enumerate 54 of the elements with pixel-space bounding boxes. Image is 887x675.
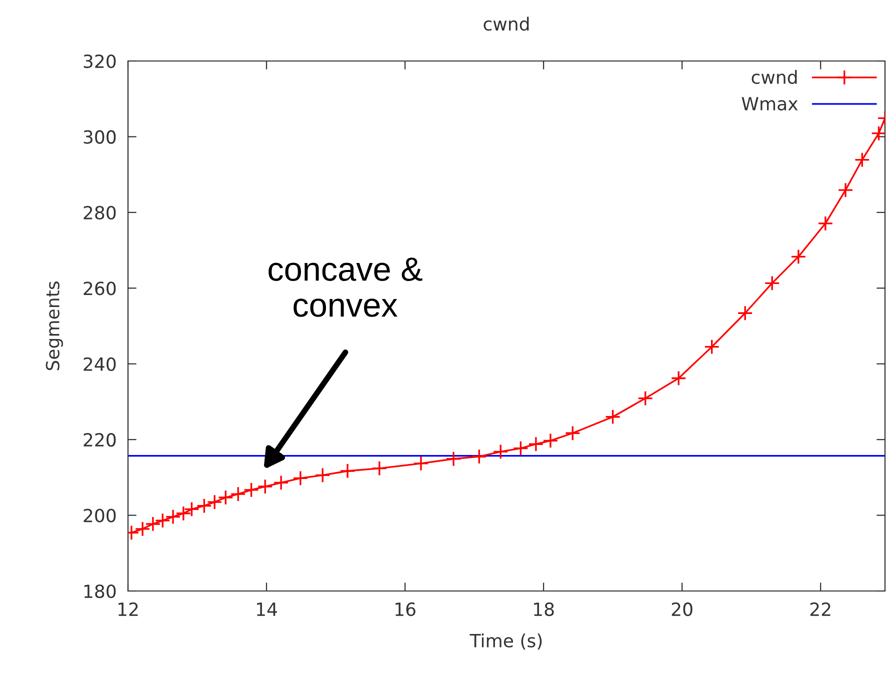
point <box>314 467 330 483</box>
point <box>154 512 170 528</box>
point <box>372 460 388 476</box>
chart-title: cwnd <box>484 16 529 31</box>
x-axis-title: Time (s) <box>470 633 542 650</box>
point <box>413 456 429 472</box>
point <box>218 490 234 506</box>
point <box>704 339 720 355</box>
point <box>292 470 308 486</box>
point <box>273 474 289 491</box>
point <box>638 390 654 406</box>
annotation: concave & convex <box>268 258 422 317</box>
point <box>854 152 870 168</box>
point <box>818 216 834 232</box>
x-tick-label: 20 <box>672 602 692 616</box>
point <box>512 440 528 456</box>
point <box>670 370 686 386</box>
x-tick-label: 14 <box>257 602 277 616</box>
x-tick-label: 22 <box>810 602 830 616</box>
point <box>528 436 544 452</box>
point <box>134 521 150 537</box>
point <box>206 494 222 510</box>
point <box>340 463 356 479</box>
point <box>165 509 181 525</box>
point <box>471 448 487 464</box>
y-tick-label: 180 <box>84 584 116 598</box>
point <box>564 425 580 441</box>
y-tick-label: 320 <box>84 54 116 68</box>
y-tick-label: 240 <box>84 357 116 371</box>
y-axis-title: Segments <box>46 282 63 370</box>
point <box>145 516 161 532</box>
y-tick-label: 200 <box>84 508 116 522</box>
point <box>492 444 508 460</box>
y-tick-label: 260 <box>84 282 116 296</box>
x-tick-label: 18 <box>534 602 554 616</box>
point <box>870 126 885 142</box>
y-tick-label: 300 <box>84 130 116 144</box>
point <box>764 275 780 291</box>
point <box>230 486 246 502</box>
point <box>605 409 621 425</box>
legend-label: cwnd <box>752 70 797 84</box>
point <box>446 451 462 467</box>
point <box>196 498 212 514</box>
legend-label: Wmax <box>742 97 798 111</box>
y-tick-label: 280 <box>84 206 116 220</box>
point <box>790 248 806 264</box>
point <box>542 432 558 448</box>
y-tick-label: 220 <box>84 433 116 447</box>
point <box>244 482 260 498</box>
point <box>737 305 753 321</box>
x-tick-label: 12 <box>118 602 138 616</box>
point <box>838 182 854 198</box>
point <box>257 478 273 494</box>
x-tick-label: 16 <box>396 602 416 616</box>
